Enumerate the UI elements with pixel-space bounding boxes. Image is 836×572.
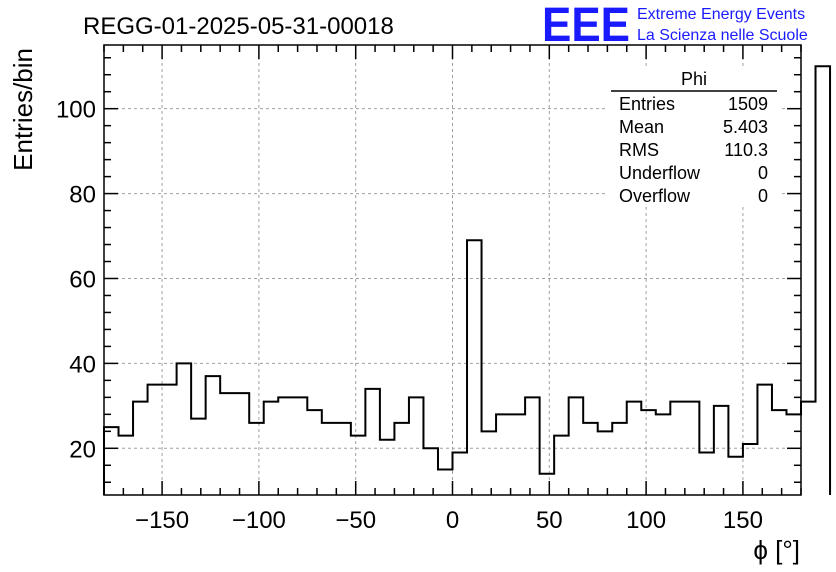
histogram-bin: [206, 376, 221, 495]
histogram-bin: [119, 436, 134, 495]
histogram-bin: [278, 397, 293, 495]
histogram-bin: [148, 385, 163, 495]
tick-layer: [103, 45, 802, 495]
histogram-bin: [453, 453, 468, 495]
x-tick-label: 0: [446, 507, 459, 534]
histogram-bin: [757, 385, 772, 495]
stats-value-mean: 5.403: [723, 117, 768, 137]
histogram-bin: [394, 423, 409, 495]
histogram-bin: [728, 457, 743, 495]
run-title: REGG-01-2025-05-31-00018: [83, 13, 394, 40]
stats-label-overflow: Overflow: [619, 186, 691, 206]
histogram-bin: [365, 389, 380, 495]
histogram-bin: [554, 436, 569, 495]
histogram-bin: [162, 385, 177, 495]
histogram-bin: [525, 397, 540, 495]
histogram-bin: [322, 423, 337, 495]
x-tick-label: −150: [135, 507, 189, 534]
histogram-bin: [569, 397, 584, 495]
stats-box: Phi Entries 1509 Mean 5.403 RMS 110.3 Un…: [608, 67, 780, 207]
histogram-bin: [104, 427, 119, 495]
histogram-bin: [670, 402, 685, 495]
x-tick-label: 50: [536, 507, 563, 534]
stats-box-title: Phi: [681, 69, 707, 89]
x-tick-label: −100: [232, 507, 286, 534]
histogram-bin: [438, 470, 453, 495]
histogram-outline: [103, 65, 832, 495]
histogram-bin: [540, 474, 555, 495]
x-tick-label: 100: [626, 507, 666, 534]
histogram-bin: [177, 363, 192, 495]
histogram-bin: [612, 423, 627, 495]
histogram-bin: [801, 402, 816, 495]
y-tick-label: 40: [69, 351, 96, 378]
histogram-bin: [583, 423, 598, 495]
histogram-bin: [482, 431, 497, 495]
logo-line1: Extreme Energy Events: [637, 6, 805, 23]
stats-label-entries: Entries: [619, 94, 675, 114]
histogram-bin: [249, 423, 264, 495]
y-axis-title: Entries/bin: [8, 48, 38, 171]
stats-value-rms: 110.3: [724, 140, 768, 160]
stats-label-underflow: Underflow: [619, 163, 701, 183]
stats-value-overflow: 0: [758, 186, 768, 206]
histogram-bin: [380, 440, 395, 495]
histogram-bin: [467, 240, 482, 495]
stats-value-entries: 1509: [728, 94, 768, 114]
logo-line2: La Scienza nelle Scuole: [637, 27, 808, 44]
histogram-bin: [816, 66, 831, 495]
stats-value-underflow: 0: [758, 163, 768, 183]
stats-label-rms: RMS: [619, 140, 659, 160]
histogram-bin: [307, 410, 322, 495]
y-tick-label: 60: [69, 266, 96, 293]
histogram-bin: [743, 444, 758, 495]
y-tick-label: 100: [56, 97, 96, 124]
histogram-bin: [264, 402, 279, 495]
histogram-bin: [496, 414, 511, 495]
histogram-bin: [685, 402, 700, 495]
histogram-bin: [409, 397, 424, 495]
histogram-bin: [220, 393, 235, 495]
histogram-bin: [351, 436, 366, 495]
histogram-bin: [293, 397, 308, 495]
histogram-bin: [191, 419, 206, 495]
tick-label-layer: −150 −100 −50 0 50 100 150 20 40 60 80 100: [56, 97, 763, 534]
eee-logo: EEE Extreme Energy Events La Scienza nel…: [542, 0, 808, 52]
histogram-layer: [103, 65, 832, 495]
histogram-bin: [511, 414, 526, 495]
x-tick-label: 150: [723, 507, 763, 534]
histogram-bin: [627, 402, 642, 495]
histogram-bin: [714, 406, 729, 495]
histogram-bin: [641, 410, 656, 495]
stats-label-mean: Mean: [619, 117, 664, 137]
histogram-bin: [598, 431, 613, 495]
histogram-bin: [336, 423, 351, 495]
histogram-bin: [656, 414, 671, 495]
x-axis-title: ϕ [°]: [753, 535, 800, 565]
x-tick-label: −50: [335, 507, 376, 534]
histogram-bin: [772, 410, 787, 495]
histogram-bin: [133, 402, 148, 495]
eee-logo-letters: EEE: [542, 0, 630, 52]
y-tick-label: 80: [69, 182, 96, 209]
y-tick-label: 20: [69, 436, 96, 463]
histogram-bin: [699, 453, 714, 495]
histogram-bin: [423, 448, 438, 495]
histogram-bin: [235, 393, 250, 495]
